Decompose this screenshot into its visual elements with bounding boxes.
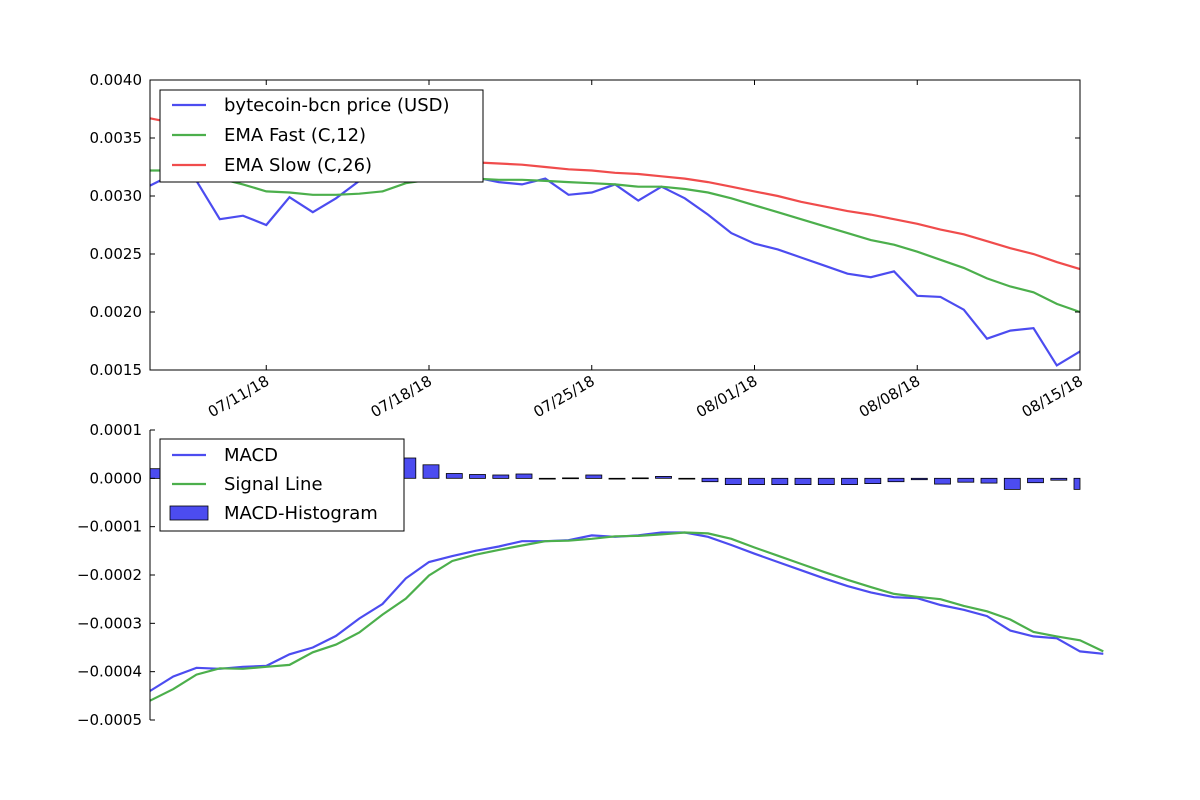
histogram-bar	[492, 474, 510, 479]
histogram-bar	[701, 477, 719, 483]
y-tick-label: 0.0040	[90, 71, 143, 89]
legend-label: Signal Line	[224, 474, 323, 495]
y-tick-label: −0.0003	[77, 614, 142, 632]
y-tick-label: 0.0030	[90, 187, 143, 205]
y-tick-label: −0.0001	[77, 518, 142, 536]
y-tick-label: −0.0002	[77, 566, 142, 584]
price-plot-frame	[149, 79, 1081, 371]
histogram-bar	[864, 477, 882, 484]
macd-legend: MACD Signal Line MACD-Histogram	[159, 438, 405, 532]
histogram-bar	[910, 477, 928, 481]
histogram-bar	[608, 477, 626, 480]
histogram-bar	[934, 477, 951, 485]
histogram-bar	[841, 477, 858, 485]
histogram-bar	[585, 474, 603, 479]
legend-label: MACD-Histogram	[224, 503, 378, 524]
y-tick-label: −0.0004	[77, 663, 142, 681]
y-tick-label: −0.0005	[77, 711, 142, 729]
histogram-bar	[1050, 477, 1068, 481]
histogram-bar	[149, 468, 161, 479]
histogram-bar	[655, 475, 672, 479]
histogram-bar	[562, 477, 579, 480]
histogram-bar	[469, 474, 486, 479]
histogram-bar	[724, 477, 742, 485]
histogram-bar	[445, 473, 463, 479]
y-tick-label: 0.0035	[90, 129, 143, 147]
histogram-bar	[794, 477, 812, 485]
histogram-bar	[631, 477, 649, 480]
histogram-bar	[748, 477, 765, 485]
legend-label: MACD	[224, 445, 278, 466]
legend-swatch	[169, 505, 209, 521]
legend-label: EMA Fast (C,12)	[224, 125, 366, 146]
y-tick-label: 0.0000	[90, 469, 143, 487]
histogram-bar	[422, 464, 440, 479]
histogram-bar	[1003, 477, 1021, 490]
histogram-bar	[957, 477, 975, 483]
histogram-bar	[538, 477, 556, 480]
histogram-bar	[771, 477, 789, 485]
histogram-bar	[1073, 477, 1081, 490]
y-tick-label: 0.0025	[90, 245, 143, 263]
histogram-bar	[980, 477, 998, 484]
legend-label: bytecoin-bcn price (USD)	[224, 95, 450, 116]
y-tick-label: 0.0001	[90, 421, 143, 439]
histogram-bar	[1027, 477, 1044, 484]
y-tick-label: 0.0015	[90, 361, 143, 379]
y-tick-label: 0.0020	[90, 303, 143, 321]
histogram-bar	[515, 473, 533, 479]
legend-box	[159, 89, 484, 183]
histogram-bar	[678, 477, 696, 480]
macd-series-line-1	[149, 531, 1104, 702]
price-legend: bytecoin-bcn price (USD) EMA Fast (C,12) E…	[159, 89, 484, 183]
macd-chart: 0.0001 0.0000 −0.0001 −0.0002 −0.0003 −0.0004…	[77, 421, 1104, 729]
histogram-bar	[887, 477, 905, 483]
histogram-bar	[817, 477, 835, 485]
legend-label: EMA Slow (C,26)	[224, 155, 372, 176]
series-line-1	[150, 169, 1081, 314]
